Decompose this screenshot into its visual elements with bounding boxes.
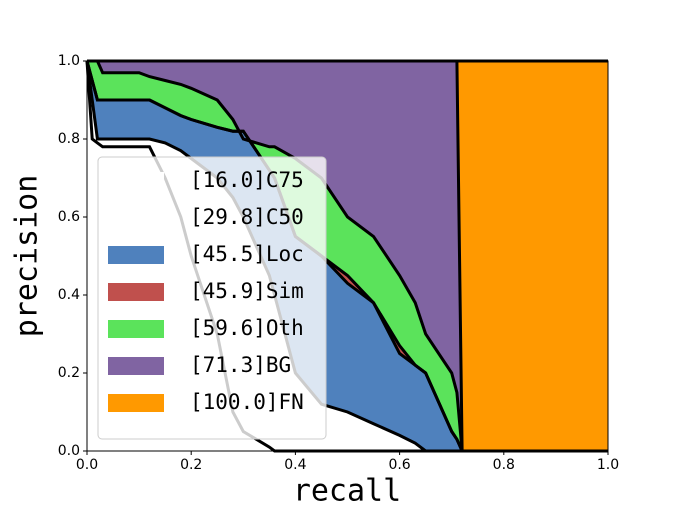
plot-frame bbox=[86, 60, 609, 452]
x-tick-label: 0.8 bbox=[493, 457, 515, 473]
legend-swatch bbox=[108, 283, 164, 301]
legend-label: [45.9]Sim bbox=[190, 279, 304, 303]
legend-swatch bbox=[108, 172, 164, 190]
x-axis-label: recall bbox=[293, 474, 401, 507]
legend-label: [29.8]C50 bbox=[190, 205, 304, 229]
series-line bbox=[87, 59, 608, 453]
legend-swatch bbox=[108, 394, 164, 412]
y-axis-label: precision bbox=[10, 175, 45, 338]
legend-swatch bbox=[108, 209, 164, 227]
legend: [16.0]C75 [29.8]C50 [45.5]Loc [45.9]Sim [59.… bbox=[97, 156, 327, 440]
legend-label: [59.6]Oth bbox=[190, 316, 304, 340]
y-tick-label: 0.6 bbox=[58, 209, 80, 225]
y-tick-label: 0.8 bbox=[58, 131, 80, 147]
x-tick-label: 0.2 bbox=[180, 457, 202, 473]
y-tick-label: 0.0 bbox=[58, 443, 80, 459]
x-tick-label: 1.0 bbox=[597, 457, 619, 473]
y-tick-label: 0.2 bbox=[58, 365, 80, 381]
legend-swatch bbox=[108, 246, 164, 264]
y-tick-label: 0.4 bbox=[58, 287, 80, 303]
legend-label: [100.0]FN bbox=[190, 390, 304, 414]
x-tick-label: 0.6 bbox=[388, 457, 410, 473]
legend-label: [71.3]BG bbox=[190, 353, 291, 377]
legend-label: [45.5]Loc bbox=[190, 242, 304, 266]
x-tick-label: 0.4 bbox=[284, 457, 306, 473]
legend-swatch bbox=[108, 357, 164, 375]
legend-label: [16.0]C75 bbox=[190, 168, 304, 192]
y-tick-label: 1.0 bbox=[58, 53, 80, 69]
x-tick-label: 0.0 bbox=[76, 457, 98, 473]
legend-swatch bbox=[108, 320, 164, 338]
